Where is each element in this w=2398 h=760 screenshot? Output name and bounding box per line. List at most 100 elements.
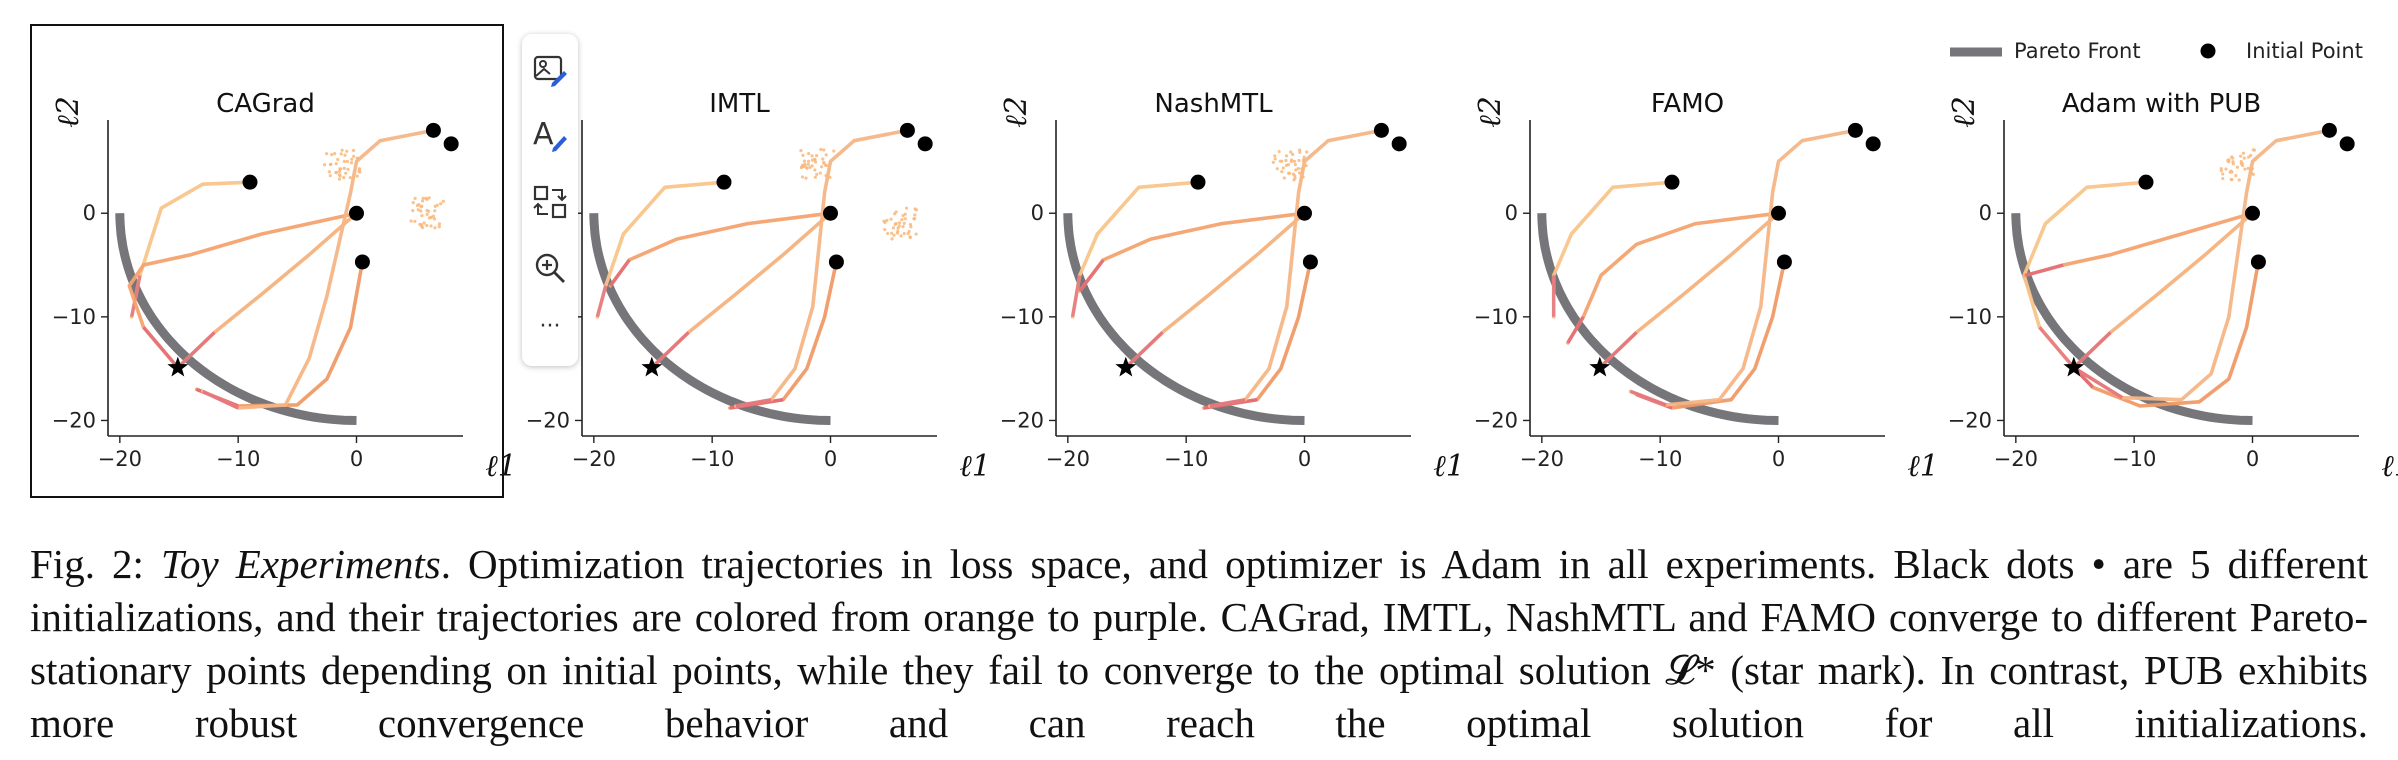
noise-point	[813, 168, 817, 172]
noise-point	[355, 174, 359, 178]
noise-point	[2253, 158, 2257, 162]
x-tick-label: 0	[1772, 447, 1785, 471]
noise-point	[2237, 178, 2241, 182]
trajectory	[2072, 260, 2261, 408]
noise-point	[322, 163, 327, 167]
x-tick-label: −20	[1994, 447, 2038, 471]
noise-point	[337, 177, 342, 181]
panel-4: −20 −10 0 0 −10 −20 ℓ1 ℓ2 FAMO	[1473, 89, 1939, 484]
more-icon[interactable]: ···	[539, 313, 561, 339]
noise-point	[1292, 159, 1297, 163]
noise-point	[420, 214, 424, 218]
noise-point	[1305, 150, 1309, 154]
noise-point	[1289, 159, 1293, 163]
text-edit-icon[interactable]: A	[528, 112, 572, 156]
noise-point	[813, 175, 817, 179]
noise-point	[896, 229, 900, 233]
noise-point	[411, 200, 415, 205]
trajectory	[129, 180, 252, 319]
noise-point	[419, 209, 423, 213]
noise-point	[437, 225, 441, 229]
noise-point	[1304, 164, 1308, 168]
y-tick-label: −20	[526, 408, 570, 432]
noise-point	[890, 231, 894, 235]
x-tick-label: −10	[690, 447, 734, 471]
x-tick-label: −10	[2112, 447, 2156, 471]
noise-point	[824, 163, 828, 167]
noise-point	[904, 206, 909, 210]
noise-point	[2249, 153, 2253, 158]
noise-point	[441, 199, 445, 204]
panel-title: FAMO	[1651, 89, 1724, 119]
noise-point	[419, 205, 423, 209]
y-tick-label: −10	[1474, 305, 1518, 329]
noise-point	[1293, 162, 1297, 167]
noise-point	[345, 149, 349, 153]
initial-point	[899, 122, 915, 138]
noise-point	[411, 208, 415, 213]
trajectory	[2022, 180, 2148, 370]
noise-point	[2249, 171, 2254, 175]
noise-point	[828, 175, 832, 180]
noise-point	[433, 209, 437, 213]
noise-point	[424, 196, 428, 200]
pareto-front	[2011, 213, 2253, 425]
image-edit-icon[interactable]	[528, 48, 572, 92]
svg-text:A: A	[533, 117, 554, 152]
noise-point	[2219, 166, 2223, 171]
noise-point	[1284, 158, 1288, 163]
noise-point	[899, 234, 903, 238]
noise-point	[340, 148, 344, 152]
trajectory-end	[2024, 263, 2064, 278]
noise-point	[334, 162, 338, 166]
trajectory-end	[2038, 326, 2076, 369]
noise-point	[1275, 167, 1279, 171]
trajectory-end	[2072, 366, 2124, 400]
initial-point	[2245, 205, 2260, 221]
noise-point	[891, 226, 896, 230]
caption-prefix: Fig. 2:	[30, 541, 161, 587]
trajectory-end	[176, 331, 216, 369]
swap-icon[interactable]	[528, 180, 572, 224]
noise-point	[894, 221, 898, 226]
x-axis-label: ℓ1	[1433, 449, 1465, 484]
x-tick-label: −10	[1638, 447, 1682, 471]
selection-frame[interactable]	[30, 24, 504, 498]
noise-point	[1291, 172, 1296, 176]
noise-point	[425, 223, 429, 228]
panel-title: CAGrad	[216, 89, 315, 119]
noise-point	[896, 226, 900, 230]
initial-point	[828, 254, 844, 270]
figure: Pareto Front Initial Point −20 −10 00−10−2…	[30, 24, 2398, 498]
x-tick-label: −20	[98, 447, 142, 471]
initial-point	[1302, 254, 1318, 270]
noise-point	[1293, 176, 1297, 180]
noise-point	[346, 167, 350, 171]
y-tick-label: 0	[1031, 201, 1044, 225]
panel-3: −20 −10 0 0 −10 −20 ℓ1 ℓ2 NashMTL	[999, 89, 1465, 484]
initial-point	[349, 205, 364, 221]
noise-point	[1277, 149, 1281, 154]
noise-point	[432, 217, 437, 221]
noise-point	[913, 213, 917, 217]
y-axis-label: ℓ2	[1473, 96, 1508, 128]
noise-point	[2239, 154, 2243, 158]
noise-point	[1282, 176, 1286, 180]
initial-point	[2250, 254, 2266, 270]
y-tick-label: 0	[83, 201, 96, 225]
zoom-in-icon[interactable]	[528, 246, 572, 290]
noise-point	[805, 166, 809, 170]
trajectory-end	[735, 398, 772, 408]
initial-point	[2138, 174, 2154, 190]
noise-point	[348, 176, 352, 180]
noise-point	[822, 148, 826, 152]
trajectory	[734, 128, 910, 408]
panel-title: NashMTL	[1154, 89, 1273, 119]
noise-point	[901, 213, 905, 218]
pareto-front	[115, 213, 357, 425]
initial-point	[1865, 136, 1881, 152]
noise-point	[2231, 156, 2235, 160]
noise-point	[334, 170, 338, 175]
noise-point	[1300, 175, 1304, 179]
